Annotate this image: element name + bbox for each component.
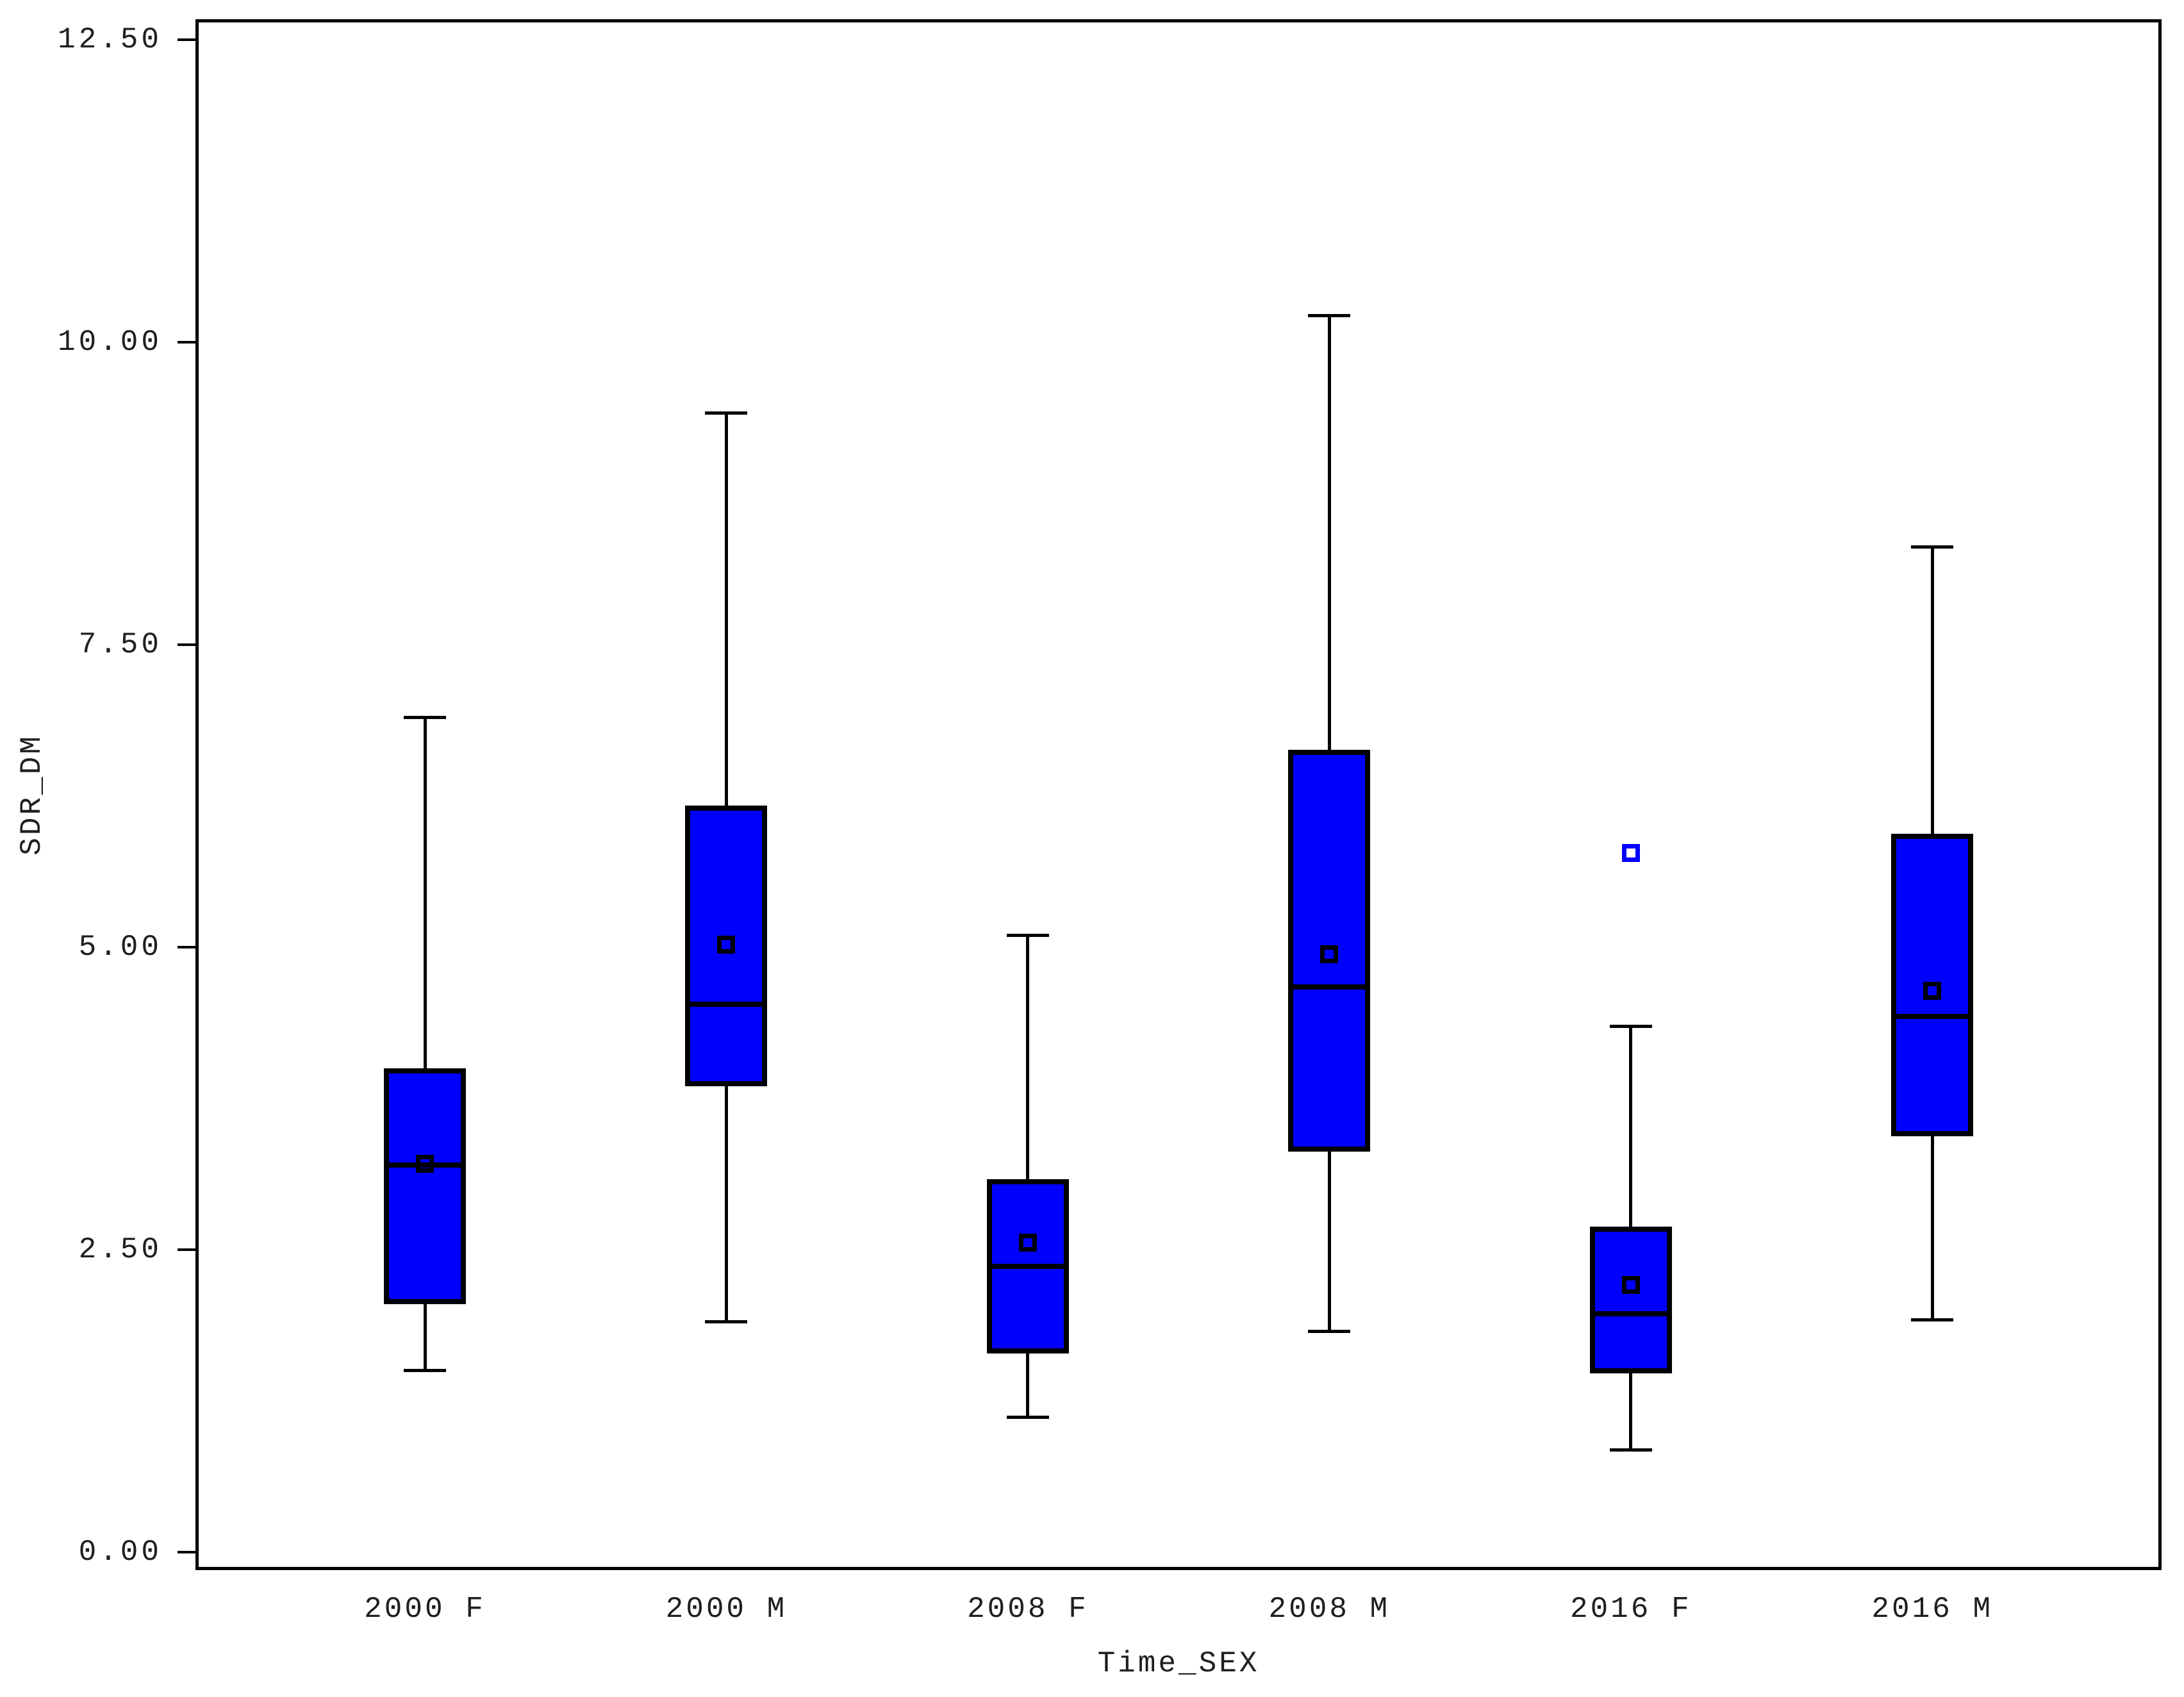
x-tick-label: 2008 F bbox=[967, 1593, 1089, 1626]
box-2016-F bbox=[1589, 1227, 1672, 1373]
median-line bbox=[685, 1001, 768, 1007]
box-2008-M bbox=[1288, 750, 1371, 1152]
y-tick-label: 2.50 bbox=[78, 1233, 162, 1266]
whisker-cap-low bbox=[1911, 1318, 1954, 1321]
y-tick bbox=[178, 643, 195, 646]
whisker-cap-low bbox=[1308, 1330, 1351, 1334]
y-tick bbox=[178, 341, 195, 344]
y-tick-label: 5.00 bbox=[78, 931, 162, 964]
median-line bbox=[1589, 1311, 1672, 1317]
mean-marker bbox=[717, 936, 736, 954]
whisker-line-2008-F bbox=[1026, 935, 1030, 1418]
median-line bbox=[384, 1162, 466, 1168]
plot-frame bbox=[195, 19, 2162, 1570]
outlier-marker bbox=[1621, 843, 1640, 862]
mean-marker bbox=[1320, 945, 1339, 964]
y-tick bbox=[178, 1551, 195, 1553]
x-tick-label: 2000 F bbox=[364, 1593, 486, 1626]
x-axis-title: Time_SEX bbox=[1097, 1647, 1260, 1680]
whisker-cap-high bbox=[404, 716, 446, 720]
y-tick-label: 7.50 bbox=[78, 628, 162, 661]
whisker-cap-low bbox=[1609, 1448, 1652, 1452]
whisker-cap-low bbox=[404, 1368, 446, 1372]
x-tick-label: 2016 F bbox=[1569, 1593, 1692, 1626]
x-tick-label: 2008 M bbox=[1268, 1593, 1391, 1626]
box-2000-M bbox=[685, 806, 768, 1087]
y-tick bbox=[178, 946, 195, 948]
y-tick-label: 10.00 bbox=[57, 326, 162, 359]
whisker-cap-low bbox=[1006, 1416, 1049, 1420]
y-tick-label: 0.00 bbox=[78, 1536, 162, 1569]
median-line bbox=[1288, 984, 1371, 990]
whisker-cap-low bbox=[705, 1320, 748, 1324]
median-line bbox=[1891, 1013, 1974, 1019]
y-tick bbox=[178, 1248, 195, 1251]
x-tick-label: 2000 M bbox=[665, 1593, 788, 1626]
whisker-cap-high bbox=[1006, 934, 1049, 938]
x-tick-label: 2016 M bbox=[1871, 1593, 1994, 1626]
mean-marker bbox=[416, 1154, 434, 1173]
whisker-cap-high bbox=[1911, 545, 1954, 549]
y-tick-label: 12.50 bbox=[57, 23, 162, 56]
whisker-line-2000-F bbox=[423, 717, 427, 1371]
median-line bbox=[986, 1264, 1069, 1270]
box-2000-F bbox=[384, 1068, 466, 1304]
mean-marker bbox=[1923, 981, 1942, 1000]
mean-marker bbox=[1621, 1275, 1640, 1294]
whisker-cap-high bbox=[1609, 1024, 1652, 1028]
mean-marker bbox=[1018, 1233, 1037, 1252]
whisker-cap-high bbox=[705, 411, 748, 415]
y-tick bbox=[178, 38, 195, 41]
whisker-cap-high bbox=[1308, 314, 1351, 318]
